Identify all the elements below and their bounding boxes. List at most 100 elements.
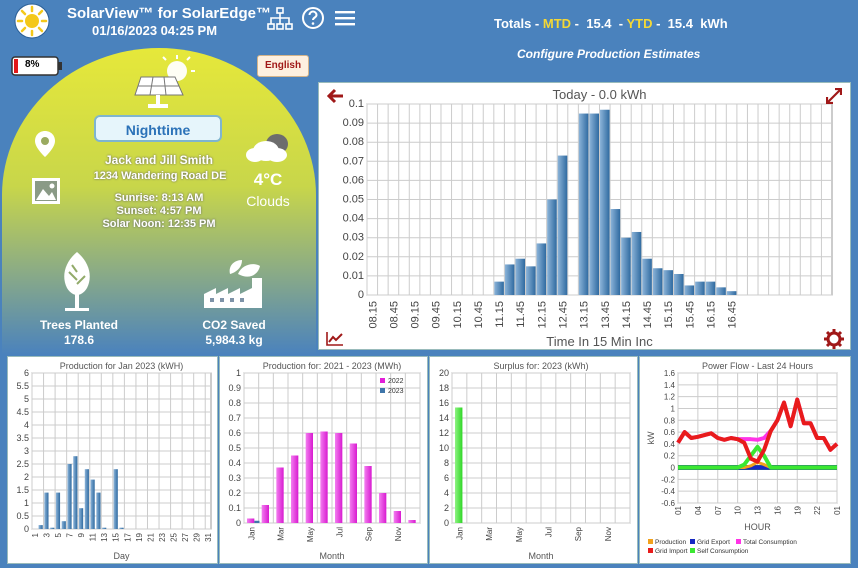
chart-title: Today - 0.0 kWh	[553, 87, 647, 102]
x-tick-label: 09.15	[410, 301, 422, 329]
x-tick-label: 10.45	[473, 301, 485, 329]
chart-title: Power Flow - Last 24 Hours	[702, 361, 814, 371]
month-chart-panel[interactable]: 0 0.5 1 1.5 2 2.5 3 3.5 4 4.5 5 5.5 6 Production for …	[7, 356, 218, 564]
bar-2022	[305, 433, 313, 523]
x-tick-label: 11.15	[494, 301, 506, 328]
settings-gear-icon[interactable]	[824, 329, 844, 349]
y-tick-label: 0.08	[343, 136, 364, 148]
legend-swatch	[736, 539, 741, 544]
y-tick-label: 2.5	[16, 459, 29, 469]
y-tick-label: 14	[439, 413, 449, 423]
line-chart-toggle-icon[interactable]	[326, 331, 344, 346]
language-button[interactable]: English	[257, 55, 309, 77]
battery-icon	[11, 56, 62, 76]
legend-swatch	[380, 388, 385, 393]
x-tick-label: Mar	[277, 527, 286, 541]
day-state-badge: Nighttime	[94, 115, 222, 142]
x-tick-label: 19	[793, 505, 802, 514]
expand-icon[interactable]	[826, 88, 842, 104]
bar	[547, 199, 557, 295]
bar-2022	[335, 433, 343, 523]
legend-label: Production	[655, 539, 686, 546]
x-tick-label: 08.15	[367, 301, 379, 329]
y-tick-label: 1.4	[664, 381, 676, 390]
co2-saved-label: CO2 Saved	[202, 318, 266, 332]
x-tick-label: 5	[54, 532, 63, 537]
totals-label: Totals -	[494, 16, 543, 31]
bar	[102, 527, 107, 529]
location-pin-icon[interactable]	[34, 130, 56, 158]
bar	[557, 155, 568, 295]
x-tick-label: 15	[112, 532, 121, 541]
x-tick-label: 11	[89, 532, 98, 541]
bar	[589, 113, 599, 295]
bar	[526, 266, 536, 295]
site-address: 1234 Wandering Road DE	[93, 170, 227, 182]
legend-label: Total Consumption	[743, 539, 797, 546]
bar	[61, 521, 66, 529]
y-tick-label: 0.5	[16, 511, 29, 521]
x-tick-label: 22	[813, 505, 822, 514]
battery-percent: 8%	[25, 59, 40, 70]
legend-label: 2022	[388, 378, 404, 385]
legend-swatch	[380, 378, 385, 383]
legend-swatch	[690, 539, 695, 544]
cloudy-weather-icon	[246, 134, 288, 162]
sitemap-icon[interactable]	[267, 7, 293, 31]
x-tick-label: 10	[734, 505, 743, 514]
bar-2022	[291, 455, 299, 523]
y-tick-label: 0.1	[228, 503, 241, 513]
y-tick-label: 1.2	[664, 393, 676, 402]
y-tick-label: 0	[236, 518, 241, 528]
legend-swatch	[648, 539, 653, 544]
x-tick-label: Mar	[485, 527, 494, 541]
co2-saved-value: 5,984.3 kg	[205, 333, 263, 347]
legend-label: Grid Export	[697, 539, 730, 546]
y-tick-label: 0.04	[343, 213, 364, 225]
y-tick-label: 3	[24, 446, 29, 456]
x-tick-label: 16	[773, 505, 782, 514]
x-tick-label: 01	[833, 505, 842, 514]
today-chart: 0 0.01 0.02 0.03 0.04 0.05 0.06 0.07 0.08 0.09 0.1…	[343, 87, 833, 349]
y-tick-label: 0.09	[343, 117, 364, 129]
bar	[504, 264, 515, 295]
surplus-chart: 0 2 4 6 8 10 12 14 16 18 20 Surplus for: 2023 (kWh)…	[439, 361, 631, 561]
ytd-label: YTD	[626, 16, 653, 31]
configure-estimates-link[interactable]: Configure Production Estimates	[517, 47, 701, 61]
y-tick-label: 0	[358, 289, 364, 301]
y-tick-label: 1.5	[16, 485, 29, 495]
y-tick-label: 3.5	[16, 433, 29, 443]
back-arrow-icon[interactable]	[327, 88, 345, 104]
x-tick-label: 08.45	[388, 301, 400, 329]
x-tick-label: 04	[694, 505, 703, 514]
bar-2022	[393, 511, 401, 523]
bar	[119, 527, 124, 529]
factory-co2-icon	[204, 260, 262, 308]
bar	[652, 268, 663, 295]
solar-panel-icon	[134, 55, 195, 108]
years-chart-panel[interactable]: 0 0.1 0.2 0.3 0.4 0.5 0.6 0.7 0.8 0.9 1 Production …	[219, 356, 428, 564]
y-tick-label: 4	[444, 488, 449, 498]
current-datetime: 01/16/2023 04:25 PM	[92, 23, 218, 38]
y-tick-label: 18	[439, 383, 449, 393]
y-tick-label: 0.6	[228, 428, 241, 438]
y-tick-label: 0.4	[664, 440, 676, 449]
x-tick-label: 23	[158, 532, 167, 541]
photo-icon[interactable]	[31, 177, 61, 205]
menu-icon[interactable]	[335, 9, 355, 27]
sun-logo-icon[interactable]	[14, 3, 50, 39]
x-tick-label: 29	[193, 532, 202, 541]
y-tick-label: 1	[236, 368, 241, 378]
bar	[663, 270, 673, 295]
y-tick-label: 1	[671, 404, 676, 413]
surplus-chart-panel[interactable]: 0 2 4 6 8 10 12 14 16 18 20 Surplus for: 2023 (kWh)…	[429, 356, 638, 564]
x-tick-label: 21	[146, 532, 155, 541]
x-tick-label: 11.45	[515, 301, 527, 328]
x-tick-label: May	[515, 527, 524, 542]
y-tick-label: 12	[439, 428, 449, 438]
x-tick-label: Nov	[394, 527, 403, 541]
x-tick-label: 15.45	[684, 301, 696, 329]
x-tick-label: 13.45	[600, 301, 612, 329]
powerflow-chart-panel[interactable]: -0.6 -0.4 -0.2 0 0.2 0.4 0.6 0.8 1 1.2 1.4 1.6 Power…	[639, 356, 851, 564]
help-icon[interactable]	[301, 6, 325, 30]
